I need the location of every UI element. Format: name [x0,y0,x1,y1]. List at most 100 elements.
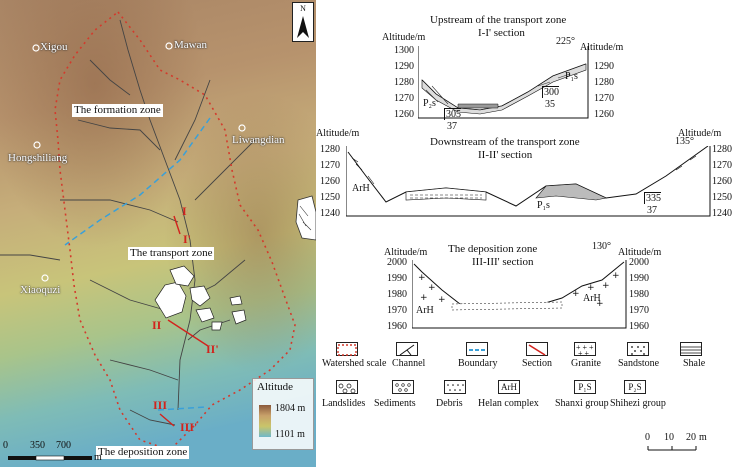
section-i-dip-1: 37 [447,121,457,132]
granite-swatch: + + + + + [574,342,596,358]
section-ii-unit-left: ArH [352,183,370,194]
transport-zone-label: The transport zone [128,247,215,260]
svg-text:+: + [596,299,604,309]
section-ii-left-tick: 1240 [320,208,340,219]
section-i-unit-right: P₁s [565,71,578,82]
section-i-left-tick: 1280 [394,77,414,88]
landslides-swatch [336,380,358,394]
svg-text:+ + +: + + + [576,344,594,352]
sediments-swatch [392,380,414,394]
section-label-iii: III [153,398,168,412]
svg-text:+: + [572,289,580,299]
legend-channel: Channel [392,358,426,369]
svg-text:+: + [602,281,610,291]
map-drawing [0,0,316,467]
section-scale-bar [647,446,697,451]
legend-shihezi-group: Shihezi group [610,398,666,409]
sandstone-swatch [627,342,649,356]
svg-text:+: + [587,283,595,293]
legend-sediments: Sediments [374,398,416,409]
legend-debris: Debris [436,398,463,409]
altitude-legend-title: Altitude [257,381,294,393]
place-hongshiliang: Hongshiliang [8,152,68,164]
section-iii-subtitle: III-III' section [472,256,534,268]
place-xigou: Xigou [40,41,68,53]
place-xiaoquzi: Xiaoquzi [20,284,61,296]
channel-lines [0,19,256,426]
legend-section: Section [522,358,552,369]
section-iii-right-axis-label: Altitude/m [618,247,662,258]
svg-text:+ +: + + [578,349,590,356]
section-i-unit-left: P₂s [423,98,436,109]
section-ii-right-tick: 1280 [712,144,732,155]
shihezi-group-swatch: P₂S [624,380,646,394]
scale-unit: m [94,452,102,463]
section-iii-right-tick: 1960 [629,321,649,332]
section-iii-right-tick: 2000 [629,257,649,268]
formation-zone-label: The formation zone [72,104,163,117]
section-ii-right-tick: 1240 [712,208,732,219]
section-ii-right-tick: 1260 [712,176,732,187]
debris-swatch [444,380,466,394]
scale-350: 350 [30,440,45,451]
scale-700: 700 [56,440,71,451]
section-iii-right-tick: 1990 [629,273,649,284]
section-label-i: I [182,204,187,218]
legend-granite: Granite [571,358,601,369]
section-i-right-axis-label: Altitude/m [580,42,624,53]
svg-text:+: + [420,293,428,303]
section-scale-unit: m [699,432,707,443]
section-lines [159,215,209,427]
section-i-left-axis-label: Altitude/m [382,32,426,43]
place-liwangdian: Liwangdian [232,134,285,146]
north-label: N [300,4,306,13]
section-scale-20: 20 [686,432,696,443]
altitude-min: 1101 m [275,429,305,440]
section-i-title: Upstream of the transport zone [430,14,567,26]
section-ii-left-tick: 1260 [320,176,340,187]
section-i-strike-2: 300 [542,86,559,98]
section-ii-strike: 335 [644,192,661,204]
section-scale-0: 0 [645,432,650,443]
deposition-zone-label: The deposition zone [96,446,190,459]
legend-helan-complex: Helan complex [478,398,539,409]
watershed-scale-swatch [336,342,358,356]
section-iii-left-tick: 1990 [387,273,407,284]
section-ii-subtitle: II-II' section [478,149,533,161]
landslide-deposits [154,265,247,331]
legend-landslides: Landslides [322,398,366,409]
section-ii-azimuth: 135° [675,136,694,147]
section-label-ii: II [152,318,162,332]
legend-shanxi-group: Shanxi group [555,398,609,409]
section-i-right-tick: 1290 [594,61,614,72]
section-i-strike-1: 305 [444,108,461,120]
svg-text:+: + [418,273,426,283]
north-arrow: N [292,2,314,42]
boundary-swatch [466,342,488,356]
section-scale-10: 10 [664,432,674,443]
section-ii-right-tick: 1250 [712,192,732,203]
section-iii-right-tick: 1970 [629,305,649,316]
shanxi-group-swatch: P₁S [574,380,596,394]
section-label-ii-prime: II' [206,342,219,356]
legend-sandstone: Sandstone [618,358,660,369]
north-arrow-icon [297,16,309,38]
section-iii-left-tick: 1980 [387,289,407,300]
legend-watershed-scale: Watershed scale [322,358,387,369]
svg-text:+: + [438,295,446,305]
altitude-legend: Altitude 1804 m 1101 m [252,378,314,450]
section-i-left-tick: 1290 [394,61,414,72]
section-iii-azimuth: 130° [592,241,611,252]
svg-text:+: + [612,271,620,281]
section-ii-left-axis-label: Altitude/m [316,128,360,139]
shale-swatch [680,342,702,356]
section-ii-dip: 37 [647,205,657,216]
section-ii-left-tick: 1250 [320,192,340,203]
svg-text:+: + [428,283,436,293]
section-ii-right-tick: 1270 [712,160,732,171]
section-i-azimuth: 225° [556,36,575,47]
watershed-map: N Xigou Mawan Liwangdian Hongshiliang Xi… [0,0,316,467]
section-ii-profile [346,146,711,217]
section-ii-left-tick: 1270 [320,160,340,171]
helan-complex-swatch: ArH [498,380,520,394]
